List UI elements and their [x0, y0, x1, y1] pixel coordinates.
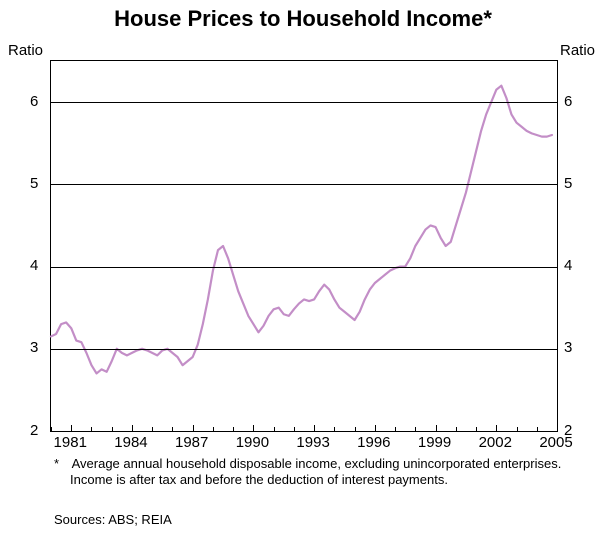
y-tick-label-left: 3 — [30, 339, 38, 356]
x-minor-tick — [334, 427, 335, 431]
gridline-horizontal — [51, 349, 557, 350]
x-tick-label: 1990 — [227, 434, 277, 451]
x-minor-tick — [213, 427, 214, 431]
x-tick-label: 1984 — [106, 434, 156, 451]
x-tick — [314, 425, 315, 431]
x-minor-tick — [274, 427, 275, 431]
x-tick — [436, 425, 437, 431]
x-tick — [132, 425, 133, 431]
x-minor-tick — [456, 427, 457, 431]
x-minor-tick — [415, 427, 416, 431]
x-minor-tick — [51, 427, 52, 431]
y-tick-label-left: 2 — [30, 422, 38, 439]
chart-title: House Prices to Household Income* — [0, 6, 606, 32]
chart-container: House Prices to Household Income* Ratio … — [0, 0, 606, 536]
gridline-horizontal — [51, 102, 557, 103]
y-tick-label-left: 4 — [30, 257, 38, 274]
x-minor-tick — [112, 427, 113, 431]
x-tick — [496, 425, 497, 431]
data-line — [51, 61, 557, 431]
x-tick — [375, 425, 376, 431]
x-tick — [253, 425, 254, 431]
x-minor-tick — [233, 427, 234, 431]
x-tick — [71, 425, 72, 431]
x-minor-tick — [476, 427, 477, 431]
sources: Sources: ABS; REIA — [54, 512, 172, 527]
x-minor-tick — [517, 427, 518, 431]
gridline-horizontal — [51, 267, 557, 268]
x-minor-tick — [537, 427, 538, 431]
footnote-marker: * — [54, 456, 59, 471]
y-tick-label-right: 4 — [564, 257, 572, 274]
x-minor-tick — [152, 427, 153, 431]
x-tick-label: 1981 — [45, 434, 95, 451]
y-axis-label-right: Ratio — [560, 42, 595, 59]
x-tick — [557, 425, 558, 431]
x-tick-label: 1987 — [167, 434, 217, 451]
gridline-horizontal — [51, 184, 557, 185]
x-tick-label: 1993 — [288, 434, 338, 451]
y-tick-label-right: 3 — [564, 339, 572, 356]
x-tick-label: 2005 — [531, 434, 581, 451]
footnote: * Average annual household disposable in… — [54, 456, 572, 489]
plot-area — [50, 60, 558, 432]
x-minor-tick — [91, 427, 92, 431]
x-tick-label: 1996 — [349, 434, 399, 451]
x-minor-tick — [395, 427, 396, 431]
y-tick-label-left: 5 — [30, 175, 38, 192]
x-minor-tick — [172, 427, 173, 431]
y-tick-label-right: 6 — [564, 93, 572, 110]
y-axis-label-left: Ratio — [8, 42, 43, 59]
x-tick — [193, 425, 194, 431]
x-tick-label: 2002 — [470, 434, 520, 451]
x-minor-tick — [355, 427, 356, 431]
footnote-text: Average annual household disposable inco… — [70, 456, 561, 487]
x-minor-tick — [294, 427, 295, 431]
y-tick-label-right: 5 — [564, 175, 572, 192]
y-tick-label-left: 6 — [30, 93, 38, 110]
x-tick-label: 1999 — [410, 434, 460, 451]
